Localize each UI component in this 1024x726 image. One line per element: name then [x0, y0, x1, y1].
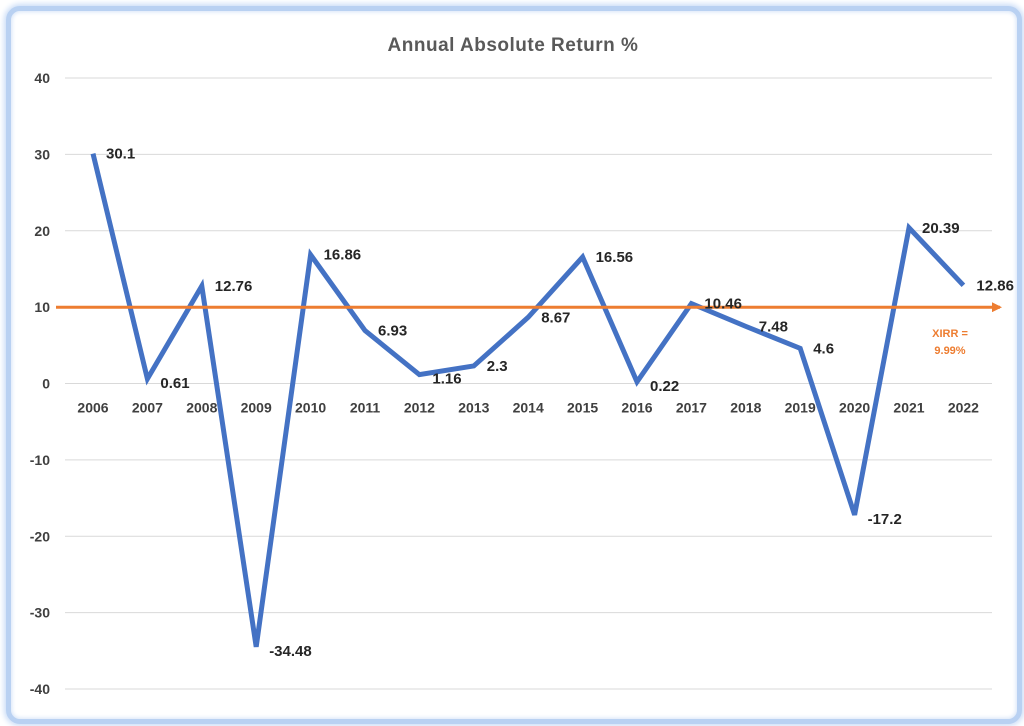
data-label: 20.39 — [922, 220, 960, 237]
data-label: 12.86 — [976, 277, 1014, 294]
x-tick-label: 2015 — [567, 400, 598, 416]
y-tick-label: 20 — [34, 223, 50, 239]
chart-frame — [6, 6, 1022, 724]
y-tick-label: 30 — [34, 146, 50, 162]
x-tick-label: 2016 — [621, 400, 652, 416]
data-label: 4.6 — [813, 340, 834, 357]
data-label: 16.56 — [596, 249, 634, 266]
x-tick-label: 2012 — [404, 400, 435, 416]
x-tick-label: 2021 — [893, 400, 924, 416]
data-label: -17.2 — [868, 511, 902, 528]
x-tick-label: 2009 — [241, 400, 272, 416]
y-tick-label: -40 — [30, 681, 50, 697]
gridlines — [65, 77, 992, 690]
xirr-annotation-line: 9.99% — [934, 345, 965, 357]
x-tick-label: 2007 — [132, 400, 163, 416]
data-label: 1.16 — [432, 371, 461, 388]
data-label: 16.86 — [324, 247, 362, 264]
x-tick-label: 2013 — [458, 400, 489, 416]
data-label: 8.67 — [541, 309, 570, 326]
xirr-annotation-line: XIRR = — [932, 328, 968, 340]
data-label: 12.76 — [215, 278, 253, 295]
data-label: 30.1 — [106, 146, 135, 163]
x-tick-label: 2010 — [295, 400, 326, 416]
x-tick-label: 2019 — [785, 400, 816, 416]
chart-title: Annual Absolute Return % — [388, 35, 639, 56]
y-tick-label: 10 — [34, 299, 50, 315]
y-tick-label: 0 — [42, 376, 50, 392]
series-group — [90, 153, 966, 648]
x-axis-ticks: 2006 2007 2008 2009 2010 2011 2012 2013 2014 2015… — [77, 400, 979, 416]
data-label: 0.61 — [160, 375, 189, 392]
x-tick-label: 2006 — [77, 400, 108, 416]
data-label: 0.22 — [650, 378, 679, 395]
data-label: -34.48 — [269, 643, 312, 660]
x-tick-label: 2017 — [676, 400, 707, 416]
data-label: 7.48 — [759, 318, 788, 335]
data-label: 6.93 — [378, 323, 407, 340]
x-tick-label: 2014 — [513, 400, 544, 416]
y-axis-ticks: 40 30 20 10 0 -10 -20 -30 -40 — [30, 70, 50, 697]
data-labels: 30.1 0.61 12.76 -34.48 16.86 6.93 1.16 2.3 8.67 1… — [106, 146, 1014, 660]
x-tick-label: 2020 — [839, 400, 870, 416]
data-label: 10.46 — [704, 296, 742, 313]
y-tick-label: -10 — [30, 452, 50, 468]
x-tick-label: 2011 — [350, 400, 381, 416]
x-tick-label: 2022 — [948, 400, 979, 416]
y-tick-label: 40 — [34, 70, 50, 86]
x-tick-label: 2018 — [730, 400, 761, 416]
y-tick-label: -30 — [30, 605, 50, 621]
x-tick-label: 2008 — [186, 400, 217, 416]
data-label: 2.3 — [487, 358, 508, 375]
xirr-annotation: XIRR = 9.99% — [932, 328, 968, 357]
y-tick-label: -20 — [30, 528, 50, 544]
